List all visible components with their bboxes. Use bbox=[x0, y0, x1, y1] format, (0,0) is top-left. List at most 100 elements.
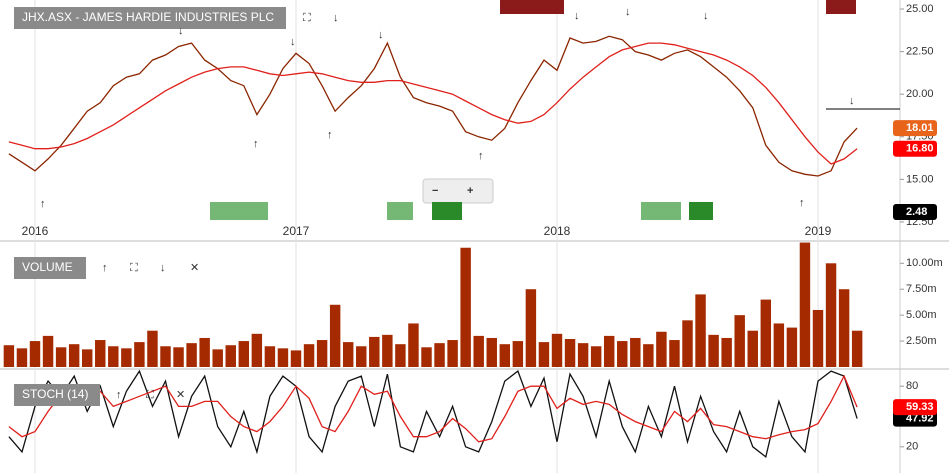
signal-box bbox=[210, 202, 268, 220]
volume-bar bbox=[95, 340, 106, 367]
volume-bar bbox=[564, 339, 576, 367]
volume-bar bbox=[773, 323, 785, 367]
volume-bar bbox=[695, 294, 706, 367]
signal-box bbox=[432, 202, 462, 220]
volume-bar bbox=[277, 348, 289, 367]
buy-arrow: ↑ bbox=[799, 197, 805, 209]
expand-icon[interactable]: ⛶ bbox=[130, 262, 138, 274]
volume-bar bbox=[342, 342, 354, 367]
expand-icon[interactable]: ⛶ bbox=[303, 12, 311, 24]
zoom-in[interactable]: + bbox=[467, 185, 473, 197]
down-icon[interactable]: ↓ bbox=[160, 262, 166, 274]
volume-bar bbox=[186, 343, 197, 367]
y-tick-label: 20.00 bbox=[906, 88, 934, 100]
volume-bar bbox=[42, 335, 54, 367]
chart-title: JHX.ASX - JAMES HARDIE INDUSTRIES PLC bbox=[22, 10, 274, 24]
volume-bar bbox=[434, 343, 445, 367]
volume-bar bbox=[108, 346, 119, 367]
volume-bar bbox=[525, 289, 537, 367]
volume-bar bbox=[656, 331, 667, 367]
sell-arrow: ↓ bbox=[178, 25, 184, 37]
volume-bar bbox=[590, 346, 602, 367]
volume-bar bbox=[630, 337, 641, 367]
volume-bar bbox=[329, 304, 341, 367]
volume-bar bbox=[121, 348, 132, 367]
volume-bar bbox=[225, 345, 236, 367]
sell-arrow: ↓ bbox=[574, 10, 580, 22]
volume-bar bbox=[447, 340, 458, 367]
last-value-label: 16.80 bbox=[906, 143, 934, 155]
volume-bar bbox=[147, 330, 158, 367]
volume-bar bbox=[838, 289, 850, 367]
volume-bar bbox=[369, 336, 380, 367]
volume-bar bbox=[577, 343, 589, 367]
signal-boxes bbox=[210, 0, 856, 220]
volume-bar bbox=[512, 341, 524, 367]
volume-bar bbox=[538, 342, 550, 367]
volume-bar bbox=[486, 337, 497, 367]
series-line bbox=[8, 369, 858, 459]
expand-icon[interactable]: ⛶ bbox=[146, 389, 154, 401]
volume-bar bbox=[603, 335, 615, 367]
up-icon[interactable]: ↑ bbox=[116, 389, 122, 401]
y-tick-label: 15.00 bbox=[906, 173, 934, 185]
last-value-label: 18.01 bbox=[906, 122, 934, 134]
sell-arrow: ↓ bbox=[849, 95, 855, 107]
volume-box[interactable] bbox=[14, 257, 86, 279]
volume-bar bbox=[734, 315, 745, 367]
volume-bar bbox=[786, 327, 798, 367]
buy-arrow: ↑ bbox=[478, 150, 484, 162]
y-tick-label: 2.50m bbox=[906, 335, 937, 347]
volume-bar bbox=[421, 347, 432, 367]
last-value-badge bbox=[893, 120, 937, 137]
volume-bar bbox=[395, 344, 406, 367]
volume-bar bbox=[499, 344, 511, 367]
last-value-badge bbox=[893, 399, 937, 416]
y-tick-label: 22.50 bbox=[906, 46, 934, 58]
volume-bar bbox=[382, 334, 393, 367]
stoch-box[interactable] bbox=[14, 384, 100, 406]
signal-box bbox=[826, 0, 856, 14]
volume-bar bbox=[643, 344, 654, 367]
x-tick-label: 2017 bbox=[283, 224, 310, 238]
y-tick-label: 7.50m bbox=[906, 283, 937, 295]
y-tick-label: 80 bbox=[906, 380, 918, 392]
volume-bar bbox=[760, 299, 772, 367]
volume-bar bbox=[851, 330, 863, 367]
volume-bar bbox=[825, 263, 837, 367]
signal-box bbox=[689, 202, 713, 220]
close-icon[interactable]: ✕ bbox=[176, 389, 185, 401]
x-tick-label: 2016 bbox=[22, 224, 49, 238]
x-tick-label: 2018 bbox=[544, 224, 571, 238]
volume-bar bbox=[551, 333, 563, 367]
volume-bar bbox=[68, 344, 80, 367]
zoom-out[interactable]: − bbox=[432, 185, 438, 197]
close-icon[interactable]: ✕ bbox=[190, 262, 199, 274]
volume-bar bbox=[356, 346, 367, 367]
volume-bar bbox=[16, 348, 28, 367]
volume-bar bbox=[408, 323, 419, 367]
volume-bar bbox=[669, 340, 680, 367]
volume-bar bbox=[81, 349, 93, 367]
last-value-label: 47.92 bbox=[906, 413, 934, 425]
sell-arrow: ↓ bbox=[625, 6, 631, 18]
y-tick-label: 25.00 bbox=[906, 3, 934, 15]
volume-bar bbox=[134, 342, 145, 367]
volume-bar bbox=[799, 242, 811, 367]
title-box[interactable] bbox=[14, 7, 286, 29]
volume-bar bbox=[55, 347, 67, 367]
volume-bar bbox=[160, 346, 171, 367]
volume-bar bbox=[473, 335, 484, 367]
volume-title: VOLUME bbox=[22, 260, 73, 274]
series-line bbox=[8, 42, 858, 165]
volume-bar bbox=[316, 340, 328, 367]
volume-bar bbox=[212, 349, 223, 367]
last-value-badge bbox=[893, 140, 937, 157]
sell-arrow: ↓ bbox=[378, 29, 384, 41]
up-icon[interactable]: ↑ bbox=[102, 262, 108, 274]
annotation: 2.48 bbox=[906, 206, 927, 218]
series-line bbox=[8, 374, 858, 443]
signal-box bbox=[641, 202, 681, 220]
down-icon[interactable]: ↓ bbox=[333, 12, 339, 24]
